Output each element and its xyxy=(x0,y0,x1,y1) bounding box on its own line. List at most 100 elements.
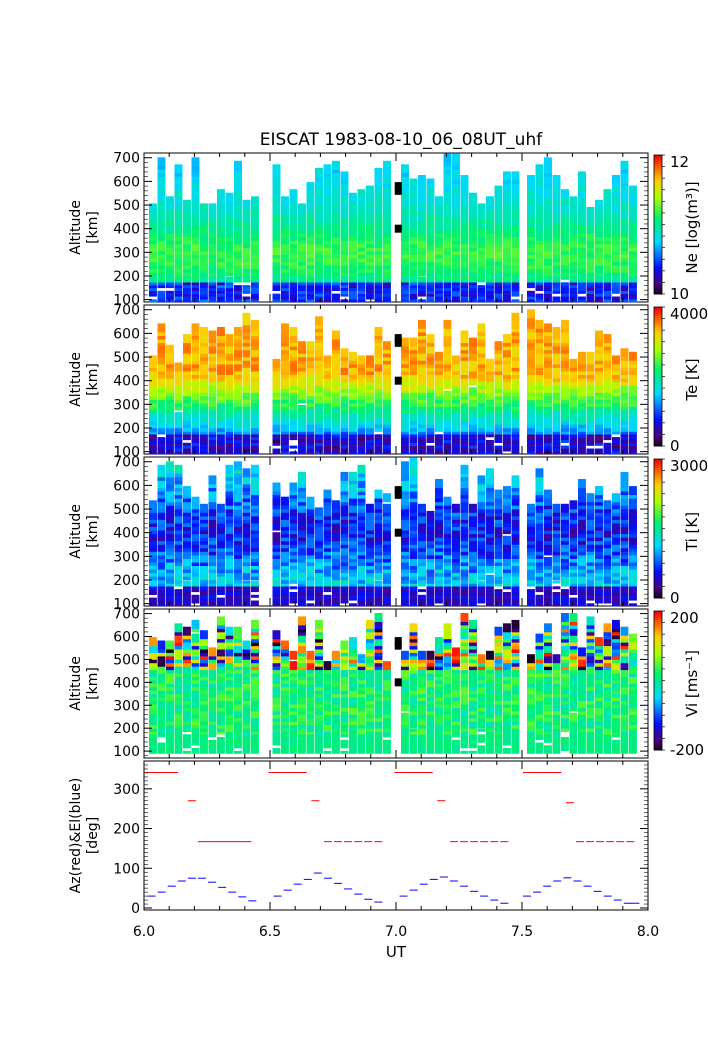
heatmap-cell xyxy=(527,451,535,455)
heatmap-cell xyxy=(174,288,183,291)
heatmap-cell xyxy=(586,290,595,294)
heatmap-cell xyxy=(298,203,306,213)
heatmap-cell xyxy=(349,192,357,202)
heatmap-cell xyxy=(366,451,374,455)
heatmap-cell xyxy=(166,440,174,443)
heatmap-cell xyxy=(225,299,234,303)
heatmap-cell xyxy=(225,279,234,283)
chart-title: EISCAT 1983-08-10_06_08UT_uhf xyxy=(260,130,543,150)
heatmap-cell xyxy=(366,293,374,297)
heatmap-cell xyxy=(603,290,612,294)
heatmap-cell xyxy=(366,290,374,294)
heatmap-cell xyxy=(629,293,637,297)
heatmap-cell xyxy=(503,290,511,294)
heatmap-cell xyxy=(242,279,251,283)
heatmap-cell xyxy=(511,440,520,443)
heatmap-cell xyxy=(298,285,306,289)
heatmap-cell xyxy=(323,489,332,499)
heatmap-cell xyxy=(578,299,586,303)
heatmap-cell xyxy=(409,285,418,289)
heatmap-cell xyxy=(251,293,259,297)
heatmap-cell xyxy=(315,394,323,404)
heatmap-cell xyxy=(183,586,191,590)
colorbar-segment xyxy=(654,348,662,352)
heatmap-cell xyxy=(401,600,409,604)
heatmap-cell xyxy=(251,448,259,452)
heatmap-cell xyxy=(469,337,477,347)
heatmap-cell xyxy=(208,442,217,446)
heatmap-cell xyxy=(340,434,349,438)
heatmap-cell xyxy=(208,448,217,452)
heatmap-cell xyxy=(149,442,157,446)
heatmap-cell xyxy=(208,589,217,593)
heatmap-cell xyxy=(191,282,200,286)
heatmap-cell xyxy=(340,589,349,593)
heatmap-cell xyxy=(620,282,629,286)
colorbar-segment xyxy=(654,385,662,389)
colorbar-segment xyxy=(654,320,662,324)
heatmap-cell xyxy=(486,299,494,303)
heatmap-cell xyxy=(183,299,191,303)
colorbar-segment xyxy=(654,397,662,401)
heatmap-cell xyxy=(298,290,306,294)
heatmap-cell xyxy=(629,383,637,393)
heatmap-cell xyxy=(357,592,366,595)
heatmap-cell xyxy=(174,293,183,297)
heatmap-cell xyxy=(527,348,535,358)
heatmap-cell xyxy=(323,164,332,174)
heatmap-cell xyxy=(409,589,418,593)
heatmap-cell xyxy=(200,586,208,590)
heatmap-cell xyxy=(281,589,289,593)
heatmap-cell xyxy=(366,445,374,449)
colorbar-segment xyxy=(654,439,662,442)
colorbar-segment xyxy=(654,247,662,251)
heatmap-cell xyxy=(191,351,200,361)
heatmap-cell xyxy=(486,288,494,291)
y-tick-label: 500 xyxy=(113,350,140,366)
heatmap-cell xyxy=(409,594,418,598)
heatmap-cell xyxy=(486,196,494,206)
heatmap-cell xyxy=(426,334,435,344)
heatmap-cell xyxy=(157,157,166,167)
colorbar-segment xyxy=(654,226,662,230)
heatmap-cell xyxy=(544,442,552,446)
heatmap-cell xyxy=(149,440,157,443)
heatmap-cell xyxy=(323,293,332,297)
heatmap-cell xyxy=(234,586,242,590)
heatmap-cell xyxy=(306,299,315,303)
heatmap-cell xyxy=(552,327,561,336)
heatmap-cell xyxy=(183,597,191,601)
y-tick-label: 600 xyxy=(113,326,140,342)
heatmap-cell xyxy=(374,434,383,438)
heatmap-cell xyxy=(157,431,166,435)
heatmap-cell xyxy=(332,597,340,601)
heatmap-cell xyxy=(620,434,629,438)
heatmap-cell xyxy=(418,290,426,294)
heatmap-cell xyxy=(251,440,259,443)
heatmap-cell xyxy=(281,592,289,595)
heatmap-cell xyxy=(289,437,298,441)
heatmap-cell xyxy=(323,299,332,303)
heatmap-cell xyxy=(166,285,174,289)
heatmap-cell xyxy=(401,440,409,443)
heatmap-cell xyxy=(486,285,494,289)
heatmap-cell xyxy=(561,448,569,452)
heatmap-cell xyxy=(620,358,629,368)
heatmap-cell xyxy=(535,319,544,329)
heatmap-cell xyxy=(234,296,242,300)
heatmap-cell xyxy=(281,434,289,438)
heatmap-cell xyxy=(349,288,357,291)
heatmap-cell xyxy=(435,434,443,438)
heatmap-cell xyxy=(383,442,391,446)
heatmap-cell xyxy=(208,263,217,273)
heatmap-cell xyxy=(191,185,200,195)
heatmap-cell xyxy=(166,603,174,607)
heatmap-cell xyxy=(629,279,637,283)
heatmap-cell xyxy=(569,221,578,231)
colorbar-segment xyxy=(654,240,662,244)
heatmap-cell xyxy=(200,224,208,234)
heatmap-cell xyxy=(315,290,323,294)
heatmap-cell xyxy=(374,583,383,587)
heatmap-cell xyxy=(174,299,183,303)
